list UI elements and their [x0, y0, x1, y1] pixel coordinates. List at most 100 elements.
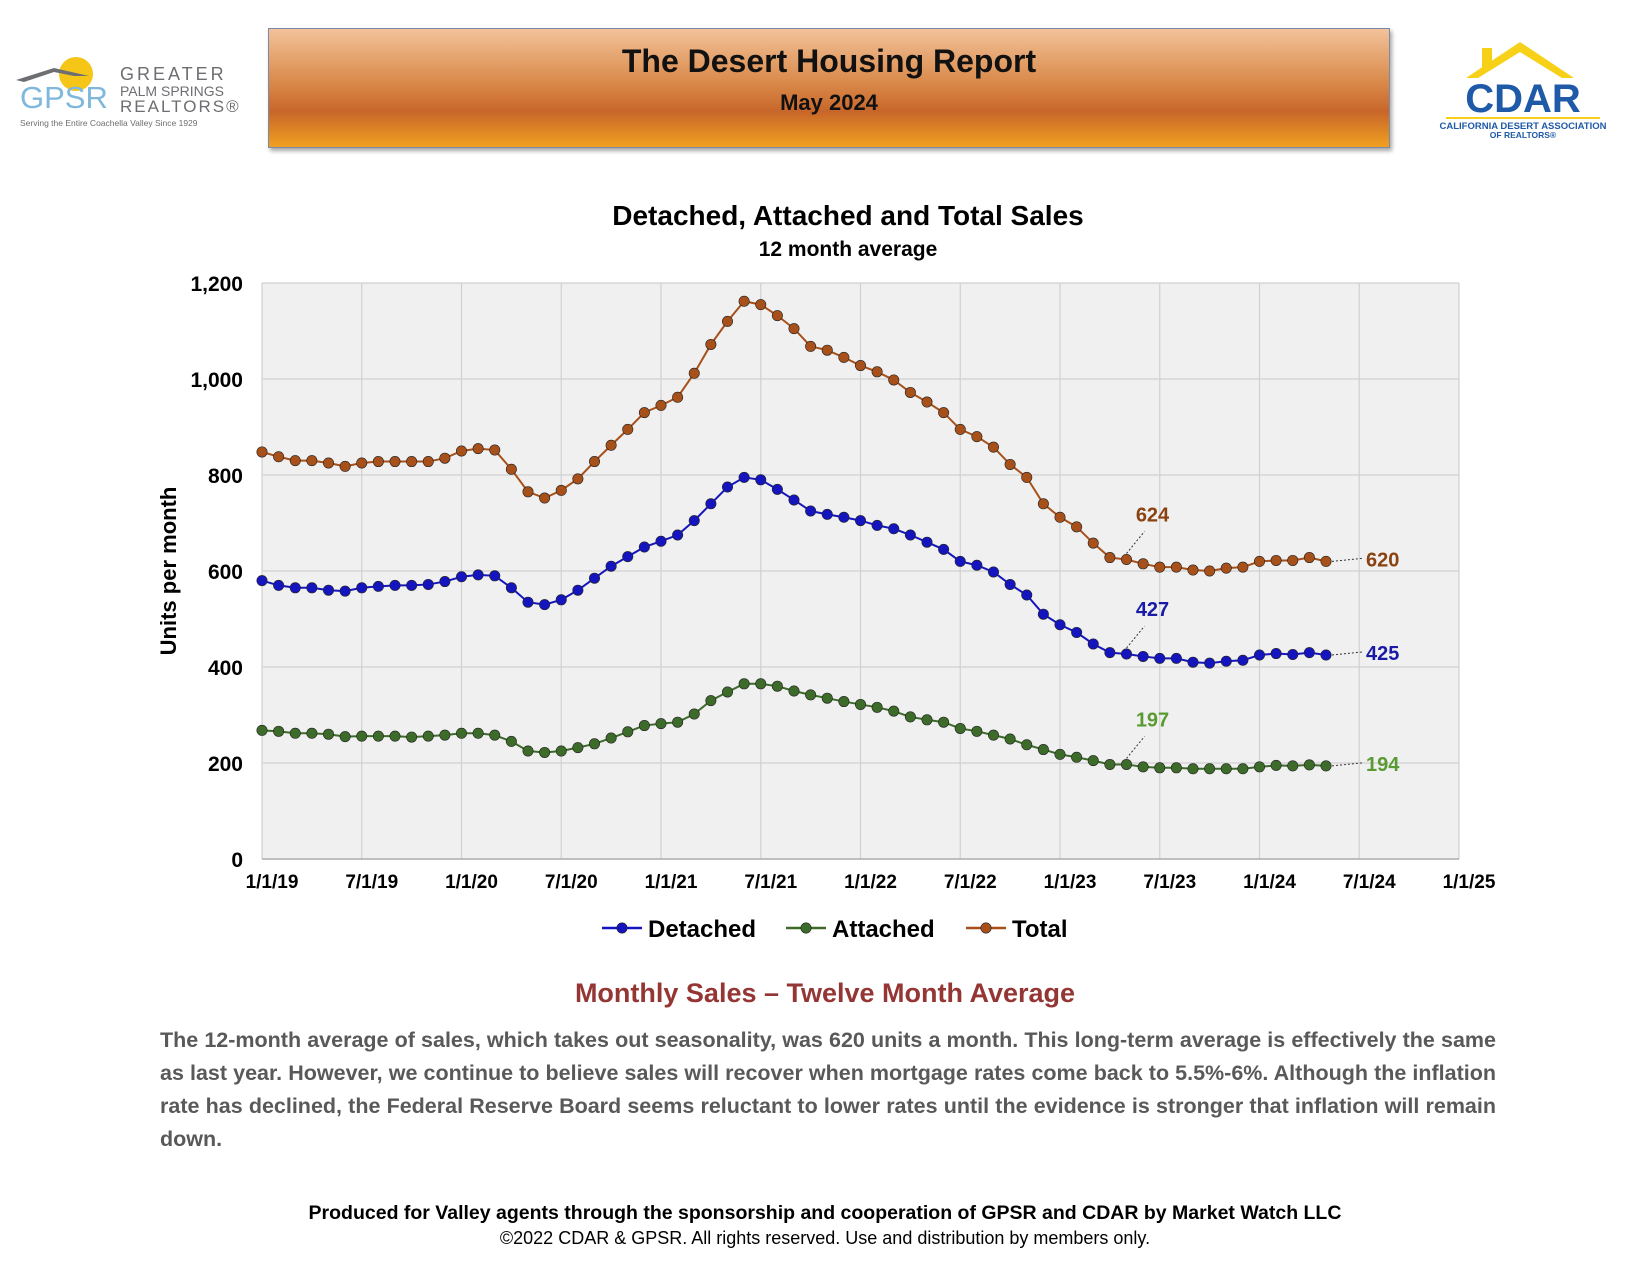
data-point — [1170, 652, 1182, 664]
data-point — [322, 584, 334, 596]
data-point — [522, 596, 534, 608]
data-point — [605, 439, 617, 451]
data-point — [987, 729, 999, 741]
x-tick-label: 1/1/25 — [1443, 872, 1496, 893]
data-point — [605, 732, 617, 744]
data-point — [838, 696, 850, 708]
data-point — [888, 523, 900, 535]
data-point — [904, 711, 916, 723]
data-point — [1254, 761, 1266, 773]
data-point — [854, 360, 866, 372]
x-tick-label: 1/1/23 — [1044, 872, 1097, 893]
cdar-line1: CALIFORNIA DESERT ASSOCIATION — [1440, 121, 1607, 132]
data-point — [439, 576, 451, 588]
data-point — [1004, 578, 1016, 590]
data-point — [339, 585, 351, 597]
grid — [261, 282, 1460, 860]
data-point — [954, 555, 966, 567]
data-point — [1270, 648, 1282, 660]
legend-label-detached: Detached — [648, 916, 756, 943]
data-point — [655, 399, 667, 411]
data-point — [1071, 751, 1083, 763]
data-point — [1154, 762, 1166, 774]
x-tick-label: 1/1/21 — [645, 872, 698, 893]
chart-title: Detached, Attached and Total Sales — [612, 200, 1083, 231]
data-point — [688, 515, 700, 527]
data-point — [539, 599, 551, 611]
data-point — [322, 728, 334, 740]
gpsr-line2: PALM SPRINGS — [120, 83, 224, 99]
gpsr-tagline: Serving the Entire Coachella Valley Sinc… — [20, 118, 198, 128]
data-point — [1054, 748, 1066, 760]
data-point — [805, 505, 817, 517]
data-point — [821, 692, 833, 704]
data-point — [472, 443, 484, 455]
data-point — [721, 315, 733, 327]
data-point — [705, 695, 717, 707]
data-point — [938, 716, 950, 728]
data-point — [1104, 758, 1116, 770]
data-point — [1254, 649, 1266, 661]
data-point — [422, 456, 434, 468]
data-point — [489, 729, 501, 741]
data-point — [1087, 638, 1099, 650]
data-point — [289, 582, 301, 594]
data-point — [505, 582, 517, 594]
annotation-label: 197 — [1136, 709, 1169, 731]
data-point — [1170, 762, 1182, 774]
data-point — [555, 745, 567, 757]
data-point — [638, 407, 650, 419]
annotation-label: 425 — [1366, 643, 1399, 665]
data-point — [1204, 763, 1216, 775]
x-tick-label: 7/1/23 — [1143, 872, 1196, 893]
data-point — [987, 441, 999, 453]
data-point — [1287, 554, 1299, 566]
data-point — [1021, 471, 1033, 483]
data-point — [672, 391, 684, 403]
data-point — [1071, 626, 1083, 638]
data-point — [505, 463, 517, 475]
data-point — [539, 746, 551, 758]
data-point — [838, 351, 850, 363]
data-point — [555, 594, 567, 606]
series-attached — [256, 678, 1332, 775]
footer-credit: Produced for Valley agents through the s… — [308, 1202, 1342, 1224]
data-point — [1154, 652, 1166, 664]
data-point — [987, 566, 999, 578]
body-paragraph: The 12-month average of sales, which tak… — [160, 1028, 1496, 1151]
series-total — [256, 295, 1332, 577]
chimney-icon — [1482, 48, 1492, 68]
data-point — [971, 431, 983, 443]
data-point — [273, 451, 285, 463]
data-point — [555, 484, 567, 496]
data-point — [522, 486, 534, 498]
data-point — [1187, 763, 1199, 775]
series-detached — [256, 471, 1332, 669]
data-point — [1270, 759, 1282, 771]
data-point — [1237, 654, 1249, 666]
data-point — [455, 571, 467, 583]
gpsr-abbr: GPSR — [20, 80, 108, 115]
y-tick-label: 0 — [231, 849, 243, 872]
data-point — [821, 508, 833, 520]
x-tick-label: 7/1/22 — [944, 872, 997, 893]
report-title: The Desert Housing Report — [621, 43, 1037, 79]
data-point — [721, 686, 733, 698]
data-point — [1220, 655, 1232, 667]
annotations: 624 620 427 425 197 194 — [1126, 504, 1400, 776]
data-point — [1021, 739, 1033, 751]
data-point — [356, 457, 368, 469]
data-point — [788, 685, 800, 697]
data-point — [439, 729, 451, 741]
data-point — [439, 452, 451, 464]
sales-chart: Detached, Attached and Total Sales 12 mo… — [156, 200, 1496, 943]
data-point — [1187, 564, 1199, 576]
data-point — [738, 678, 750, 690]
data-point — [1054, 511, 1066, 523]
data-point — [1154, 561, 1166, 573]
data-point — [1121, 758, 1133, 770]
data-point — [372, 730, 384, 742]
data-point — [1104, 647, 1116, 659]
x-tick-label: 7/1/20 — [545, 872, 598, 893]
data-point — [489, 570, 501, 582]
